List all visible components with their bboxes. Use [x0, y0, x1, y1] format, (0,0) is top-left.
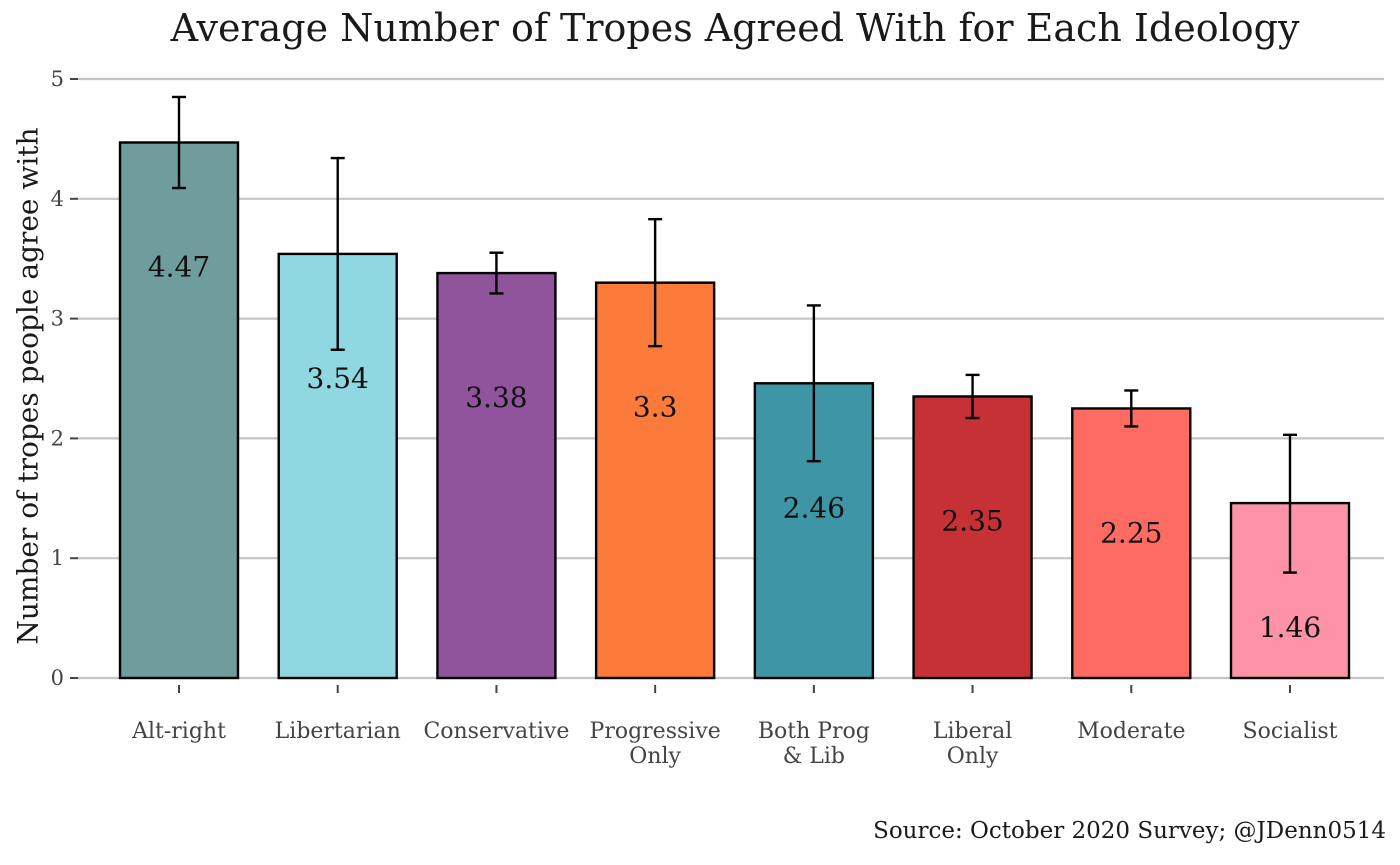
bar [118, 141, 240, 680]
y-tick-label: 1 [51, 546, 64, 570]
chart-title: Average Number of Tropes Agreed With for… [170, 6, 1300, 50]
bar-value-label: 3.38 [465, 381, 527, 414]
error-bars [172, 95, 1297, 574]
x-tick-label-line: Only [947, 744, 999, 769]
source-caption: Source: October 2020 Survey; @JDenn0514 [873, 818, 1386, 844]
x-tick-label: Alt-right [131, 719, 226, 744]
x-tick-label-line: Conservative [423, 719, 569, 744]
bar-value-label: 1.46 [1259, 611, 1321, 644]
x-tick-label-line: & Lib [783, 744, 845, 769]
x-tick-label-line: Liberal [933, 719, 1012, 744]
bar-value-label: 2.35 [941, 504, 1003, 537]
y-axis: 0 1 2 3 4 5 [51, 67, 78, 690]
bar-value-label: 2.46 [783, 491, 845, 524]
value-labels: 4.47 3.54 3.38 3.3 2.46 2.35 2.25 1.46 [148, 250, 1321, 644]
x-tick-label: Liberal Only [933, 719, 1012, 769]
x-tick-label: Socialist [1243, 719, 1338, 744]
bar-value-label: 3.3 [633, 391, 678, 424]
bars [118, 141, 1351, 680]
x-axis: Alt-right Libertarian Conservative Progress… [131, 685, 1338, 769]
y-tick-label: 5 [51, 67, 64, 91]
y-tick-label: 0 [51, 666, 64, 690]
x-tick-label-line: Moderate [1077, 719, 1185, 744]
bar [594, 281, 716, 680]
bar-value-label: 4.47 [148, 250, 210, 283]
bar-value-label: 3.54 [307, 362, 369, 395]
x-tick-label-line: Alt-right [131, 719, 226, 744]
x-tick-label-line: Socialist [1243, 719, 1338, 744]
y-tick-label: 2 [51, 426, 64, 450]
x-tick-label-line: Progressive [590, 719, 721, 744]
bar-value-label: 2.25 [1100, 516, 1162, 549]
x-tick-label: Progressive Only [590, 719, 721, 769]
y-tick-label: 4 [51, 187, 64, 211]
y-tick-label: 3 [51, 307, 64, 331]
x-tick-label: Conservative [423, 719, 569, 744]
x-tick-label: Both Prog & Lib [758, 719, 870, 769]
x-tick-label: Libertarian [275, 719, 401, 744]
bar [1071, 407, 1192, 680]
x-tick-label-line: Only [629, 744, 681, 769]
bar [436, 271, 557, 680]
x-tick-label: Moderate [1077, 719, 1185, 744]
bar [912, 395, 1033, 680]
x-tick-label-line: Libertarian [275, 719, 401, 744]
x-tick-label-line: Both Prog [758, 719, 870, 744]
